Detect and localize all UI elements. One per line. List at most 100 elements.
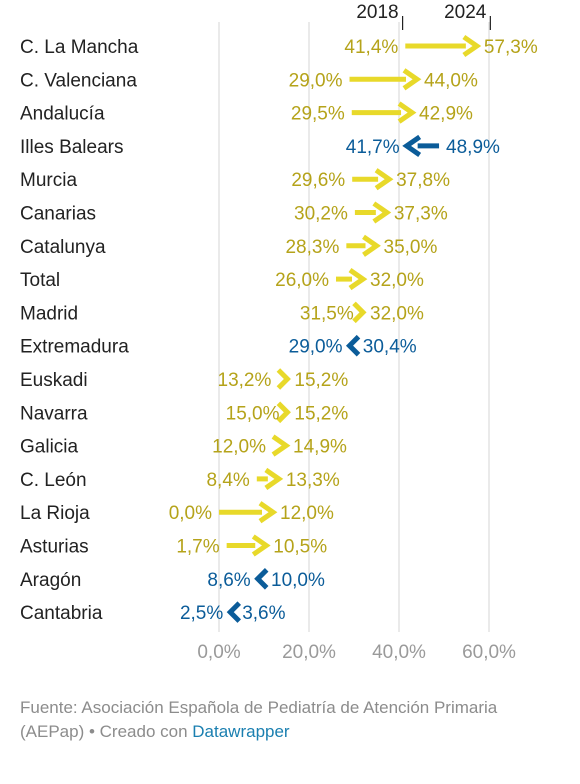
start-value-label: 29,6% [291, 170, 345, 191]
end-value-label: 14,9% [293, 437, 347, 458]
chart-row: Catalunya 28,3% 35,0% [20, 234, 438, 258]
category-label: Catalunya [20, 237, 106, 258]
start-value-label: 8,4% [206, 470, 249, 491]
end-value-label: 8,6% [207, 570, 250, 591]
start-value-label: 48,9% [446, 137, 500, 158]
start-value-label: 31,5% [300, 303, 354, 324]
end-value-label: 35,0% [384, 237, 438, 258]
start-value-label: 12,0% [212, 437, 266, 458]
category-label: Navarra [20, 403, 88, 424]
end-value-label: 15,2% [294, 370, 348, 391]
x-tick-label: 60,0% [462, 642, 516, 663]
arrow-head [397, 101, 417, 124]
source-text: Fuente: Asociación Española de Pediatría… [20, 698, 498, 741]
end-value-label: 37,3% [394, 204, 448, 225]
arrow-head [264, 467, 284, 490]
arrow-head [254, 568, 269, 590]
end-value-label: 2,5% [180, 603, 223, 624]
arrow-head [352, 301, 367, 324]
chart-row: C. Valenciana 29,0% 44,0% [20, 68, 478, 91]
chart-row: Andalucía 29,5% 42,9% [20, 101, 473, 125]
chart-row: Madrid 31,5% 32,0% [20, 301, 424, 324]
chart-row: Cantabria 2,5% 3,6% [20, 601, 286, 624]
category-label: Euskadi [20, 370, 88, 391]
category-label: Cantabria [20, 603, 103, 624]
end-value-label: 15,2% [294, 403, 348, 424]
end-value-label: 37,8% [396, 170, 450, 191]
category-label: Illes Balears [20, 137, 124, 158]
start-value-label: 29,0% [289, 70, 343, 91]
end-value-label: 32,0% [370, 303, 424, 324]
end-value-label: 44,0% [424, 70, 478, 91]
arrow-head [271, 434, 291, 457]
category-label: Canarias [20, 204, 96, 225]
arrow-head [345, 334, 361, 357]
ticks-layer: 0,0% 20,0% 40,0% 60,0% [197, 642, 516, 663]
rows-layer: C. La Mancha 41,4% 57,3% C. Valenciana 29,0%… [20, 34, 538, 624]
end-value-label: 13,3% [286, 470, 340, 491]
grid-layer [218, 22, 490, 632]
arrow-head [362, 234, 381, 257]
arrow-head [258, 501, 278, 524]
x-tick-label: 0,0% [197, 642, 240, 663]
legend-layer: 2018 2024 [356, 2, 491, 30]
chart-row: Illes Balears 41,7% 48,9% [20, 134, 500, 158]
start-value-label: 3,6% [242, 603, 285, 624]
start-value-label: 13,2% [218, 370, 272, 391]
end-value-label: 10,5% [273, 537, 327, 558]
arrow-head [402, 134, 422, 157]
start-value-label: 30,4% [363, 337, 417, 358]
category-label: Andalucía [20, 104, 105, 125]
start-value-label: 41,4% [344, 37, 398, 58]
legend-end-label: 2024 [444, 2, 487, 23]
category-label: La Rioja [20, 503, 90, 524]
start-value-label: 10,0% [271, 570, 325, 591]
chart-row: Aragón 8,6% 10,0% [20, 568, 325, 591]
chart-row: C. León 8,4% 13,3% [20, 467, 340, 491]
end-value-label: 42,9% [419, 104, 473, 125]
source-note: Fuente: Asociación Española de Pediatría… [20, 696, 560, 744]
arrow-head [402, 68, 422, 91]
chart-row: Murcia 29,6% 37,8% [20, 168, 450, 191]
start-value-label: 26,0% [275, 270, 329, 291]
start-value-label: 28,3% [285, 237, 339, 258]
start-value-label: 0,0% [169, 503, 212, 524]
category-label: Extremadura [20, 337, 129, 358]
chart-row: Euskadi 13,2% 15,2% [20, 368, 348, 391]
chart-row: La Rioja 0,0% 12,0% [20, 501, 334, 524]
chart-row: Extremadura 29,0% 30,4% [20, 334, 417, 358]
category-label: C. Valenciana [20, 70, 137, 91]
legend-start-label: 2018 [356, 2, 398, 23]
start-value-label: 30,2% [294, 204, 348, 225]
x-tick-label: 20,0% [282, 642, 336, 663]
category-label: C. La Mancha [20, 37, 139, 58]
chart-row: Total 26,0% 32,0% [20, 268, 424, 291]
category-label: Total [20, 270, 60, 291]
arrow-head [251, 534, 271, 557]
start-value-label: 15,0% [226, 403, 280, 424]
arrow-head [348, 268, 368, 291]
category-label: C. León [20, 470, 87, 491]
start-value-label: 1,7% [176, 537, 219, 558]
end-value-label: 41,7% [346, 137, 400, 158]
chart-row: Asturias 1,7% 10,5% [20, 534, 327, 558]
category-label: Galicia [20, 437, 79, 458]
arrow-head [276, 368, 291, 390]
end-value-label: 57,3% [484, 37, 538, 58]
arrow-head [462, 34, 482, 58]
chart-row: C. La Mancha 41,4% 57,3% [20, 34, 538, 58]
chart-row: Canarias 30,2% 37,3% [20, 201, 448, 225]
chart-row: Navarra 15,0% 15,2% [20, 401, 348, 424]
arrow-head [374, 168, 394, 191]
category-label: Murcia [20, 170, 77, 191]
category-label: Aragón [20, 570, 81, 591]
end-value-label: 12,0% [280, 503, 334, 524]
arrow-head [372, 201, 392, 224]
arrow-chart: 2018 2024 C. La Mancha 41,4% 57,3% C. Valenc… [20, 2, 538, 663]
start-value-label: 29,5% [291, 104, 345, 125]
arrow-head [226, 601, 242, 623]
chart-row: Galicia 12,0% 14,9% [20, 434, 347, 458]
arrow-head [276, 401, 291, 424]
x-tick-label: 40,0% [372, 642, 426, 663]
datawrapper-link[interactable]: Datawrapper [192, 722, 290, 741]
